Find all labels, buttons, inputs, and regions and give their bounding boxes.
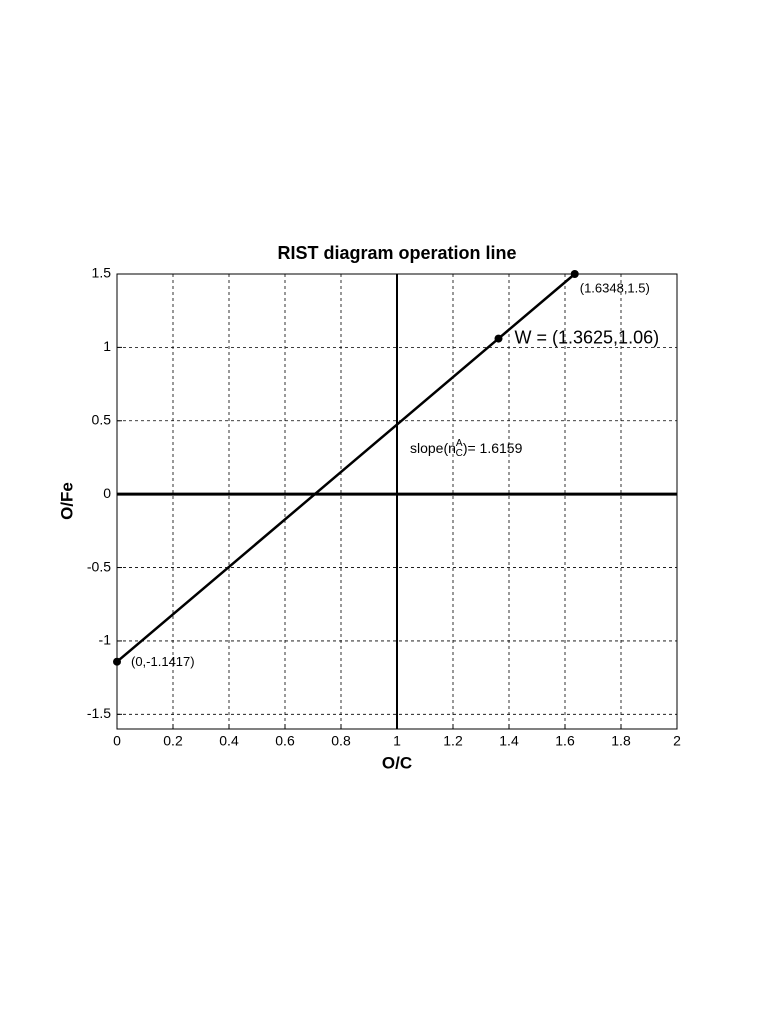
x-axis-label: O/C: [382, 753, 412, 772]
y-tick-label: -1.5: [87, 705, 111, 721]
x-tick-label: 1.2: [443, 733, 463, 749]
x-tick-label: 2: [673, 733, 681, 749]
x-tick-label: 0.4: [219, 733, 239, 749]
annotation: W = (1.3625,1.06): [515, 327, 660, 347]
x-tick-label: 1.4: [499, 733, 519, 749]
x-tick-label: 0.2: [163, 733, 183, 749]
x-tick-label: 0: [113, 733, 121, 749]
annotation: (1.6348,1.5): [580, 280, 650, 295]
slope-annotation: slope(nA C)= 1.6159: [410, 438, 523, 459]
y-tick-label: -1: [99, 632, 112, 648]
slope-prefix: slope(n: [410, 440, 456, 456]
y-tick-label: 0.5: [92, 411, 112, 427]
point: [570, 270, 579, 278]
x-tick-label: 0.8: [331, 733, 351, 749]
x-tick-label: 1: [393, 733, 401, 749]
y-tick-label: 1.5: [92, 265, 112, 281]
point: [494, 334, 503, 343]
slope-superscript: A: [456, 438, 463, 449]
slope-suffix: )= 1.6159: [463, 440, 523, 456]
chart-title: RIST diagram operation line: [277, 243, 516, 263]
y-axis-label: O/Fe: [57, 482, 76, 520]
x-tick-label: 1.6: [555, 733, 575, 749]
x-tick-label: 0.6: [275, 733, 295, 749]
slope-subscript: C: [456, 448, 463, 459]
annotation: (0,-1.1417): [131, 654, 195, 669]
y-tick-label: 1: [103, 338, 111, 354]
y-tick-label: 0: [103, 485, 111, 501]
x-tick-label: 1.8: [611, 733, 631, 749]
point: [113, 657, 121, 666]
y-tick-label: -0.5: [87, 558, 111, 574]
series-line: [116, 273, 576, 663]
